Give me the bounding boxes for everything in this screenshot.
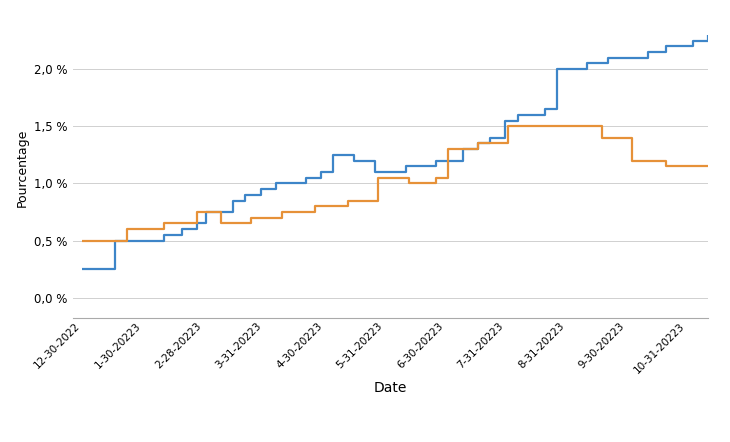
Canada [310,204,319,209]
Canada [522,124,531,129]
Canada [628,158,637,163]
É.-U [126,238,135,243]
É.-U [622,55,631,60]
É.-U [513,112,522,118]
Canada [326,204,334,209]
É.-U [431,158,440,163]
Canada [159,221,168,226]
Canada [217,221,226,226]
É.-U [474,141,483,146]
Canada [646,158,655,163]
É.-U [141,238,150,243]
É.-U [529,112,537,118]
É.-U [553,66,561,72]
Canada [431,175,440,180]
É.-U [688,38,697,43]
É.-U [286,181,295,186]
Canada [359,198,368,203]
Canada [374,175,383,180]
X-axis label: Date: Date [374,381,407,395]
É.-U [444,158,453,163]
Canada [680,164,688,169]
É.-U [229,198,238,203]
É.-U [350,158,358,163]
É.-U [643,50,652,55]
É.-U [661,44,670,49]
Canada [344,198,353,203]
Canada [458,146,467,152]
Canada [613,135,622,140]
Canada [704,164,712,169]
É.-U [458,146,467,152]
Canada [277,210,286,215]
É.-U [201,210,210,215]
Canada [108,238,117,243]
É.-U [420,164,429,169]
É.-U [77,267,86,272]
Canada [420,181,429,186]
É.-U [241,192,250,198]
Canada [389,175,398,180]
Canada [232,221,241,226]
Canada [561,124,570,129]
É.-U [301,175,310,180]
Canada [504,124,513,129]
É.-U [159,232,168,237]
Line: É.-U: É.-U [82,35,708,269]
É.-U [540,107,549,112]
Legend: É.-U, Canada: É.-U, Canada [293,439,488,442]
Canada [293,210,301,215]
É.-U [214,210,223,215]
Canada [177,221,186,226]
Canada [201,210,210,215]
É.-U [317,169,326,175]
Canada [404,181,413,186]
Canada [486,141,495,146]
É.-U [328,152,337,157]
É.-U [486,135,495,140]
Canada [580,124,588,129]
Canada [123,226,132,232]
É.-U [93,267,101,272]
É.-U [386,169,395,175]
Canada [141,226,150,232]
É.-U [272,181,280,186]
Y-axis label: Pourcentage: Pourcentage [15,129,28,207]
Canada [193,210,201,215]
Canada [444,146,453,152]
Canada [77,238,86,243]
É.-U [604,55,612,60]
É.-U [111,238,120,243]
Canada [262,215,271,220]
É.-U [256,187,265,192]
Canada [474,141,483,146]
Canada [598,135,607,140]
É.-U [193,221,201,226]
É.-U [583,61,591,66]
Canada [540,124,549,129]
Canada [695,164,704,169]
É.-U [177,226,186,232]
É.-U [371,169,380,175]
Canada [247,215,255,220]
É.-U [501,118,510,123]
É.-U [564,66,573,72]
É.-U [677,44,685,49]
É.-U [704,32,712,38]
É.-U [402,164,410,169]
Line: Canada: Canada [82,126,708,240]
Canada [661,164,670,169]
